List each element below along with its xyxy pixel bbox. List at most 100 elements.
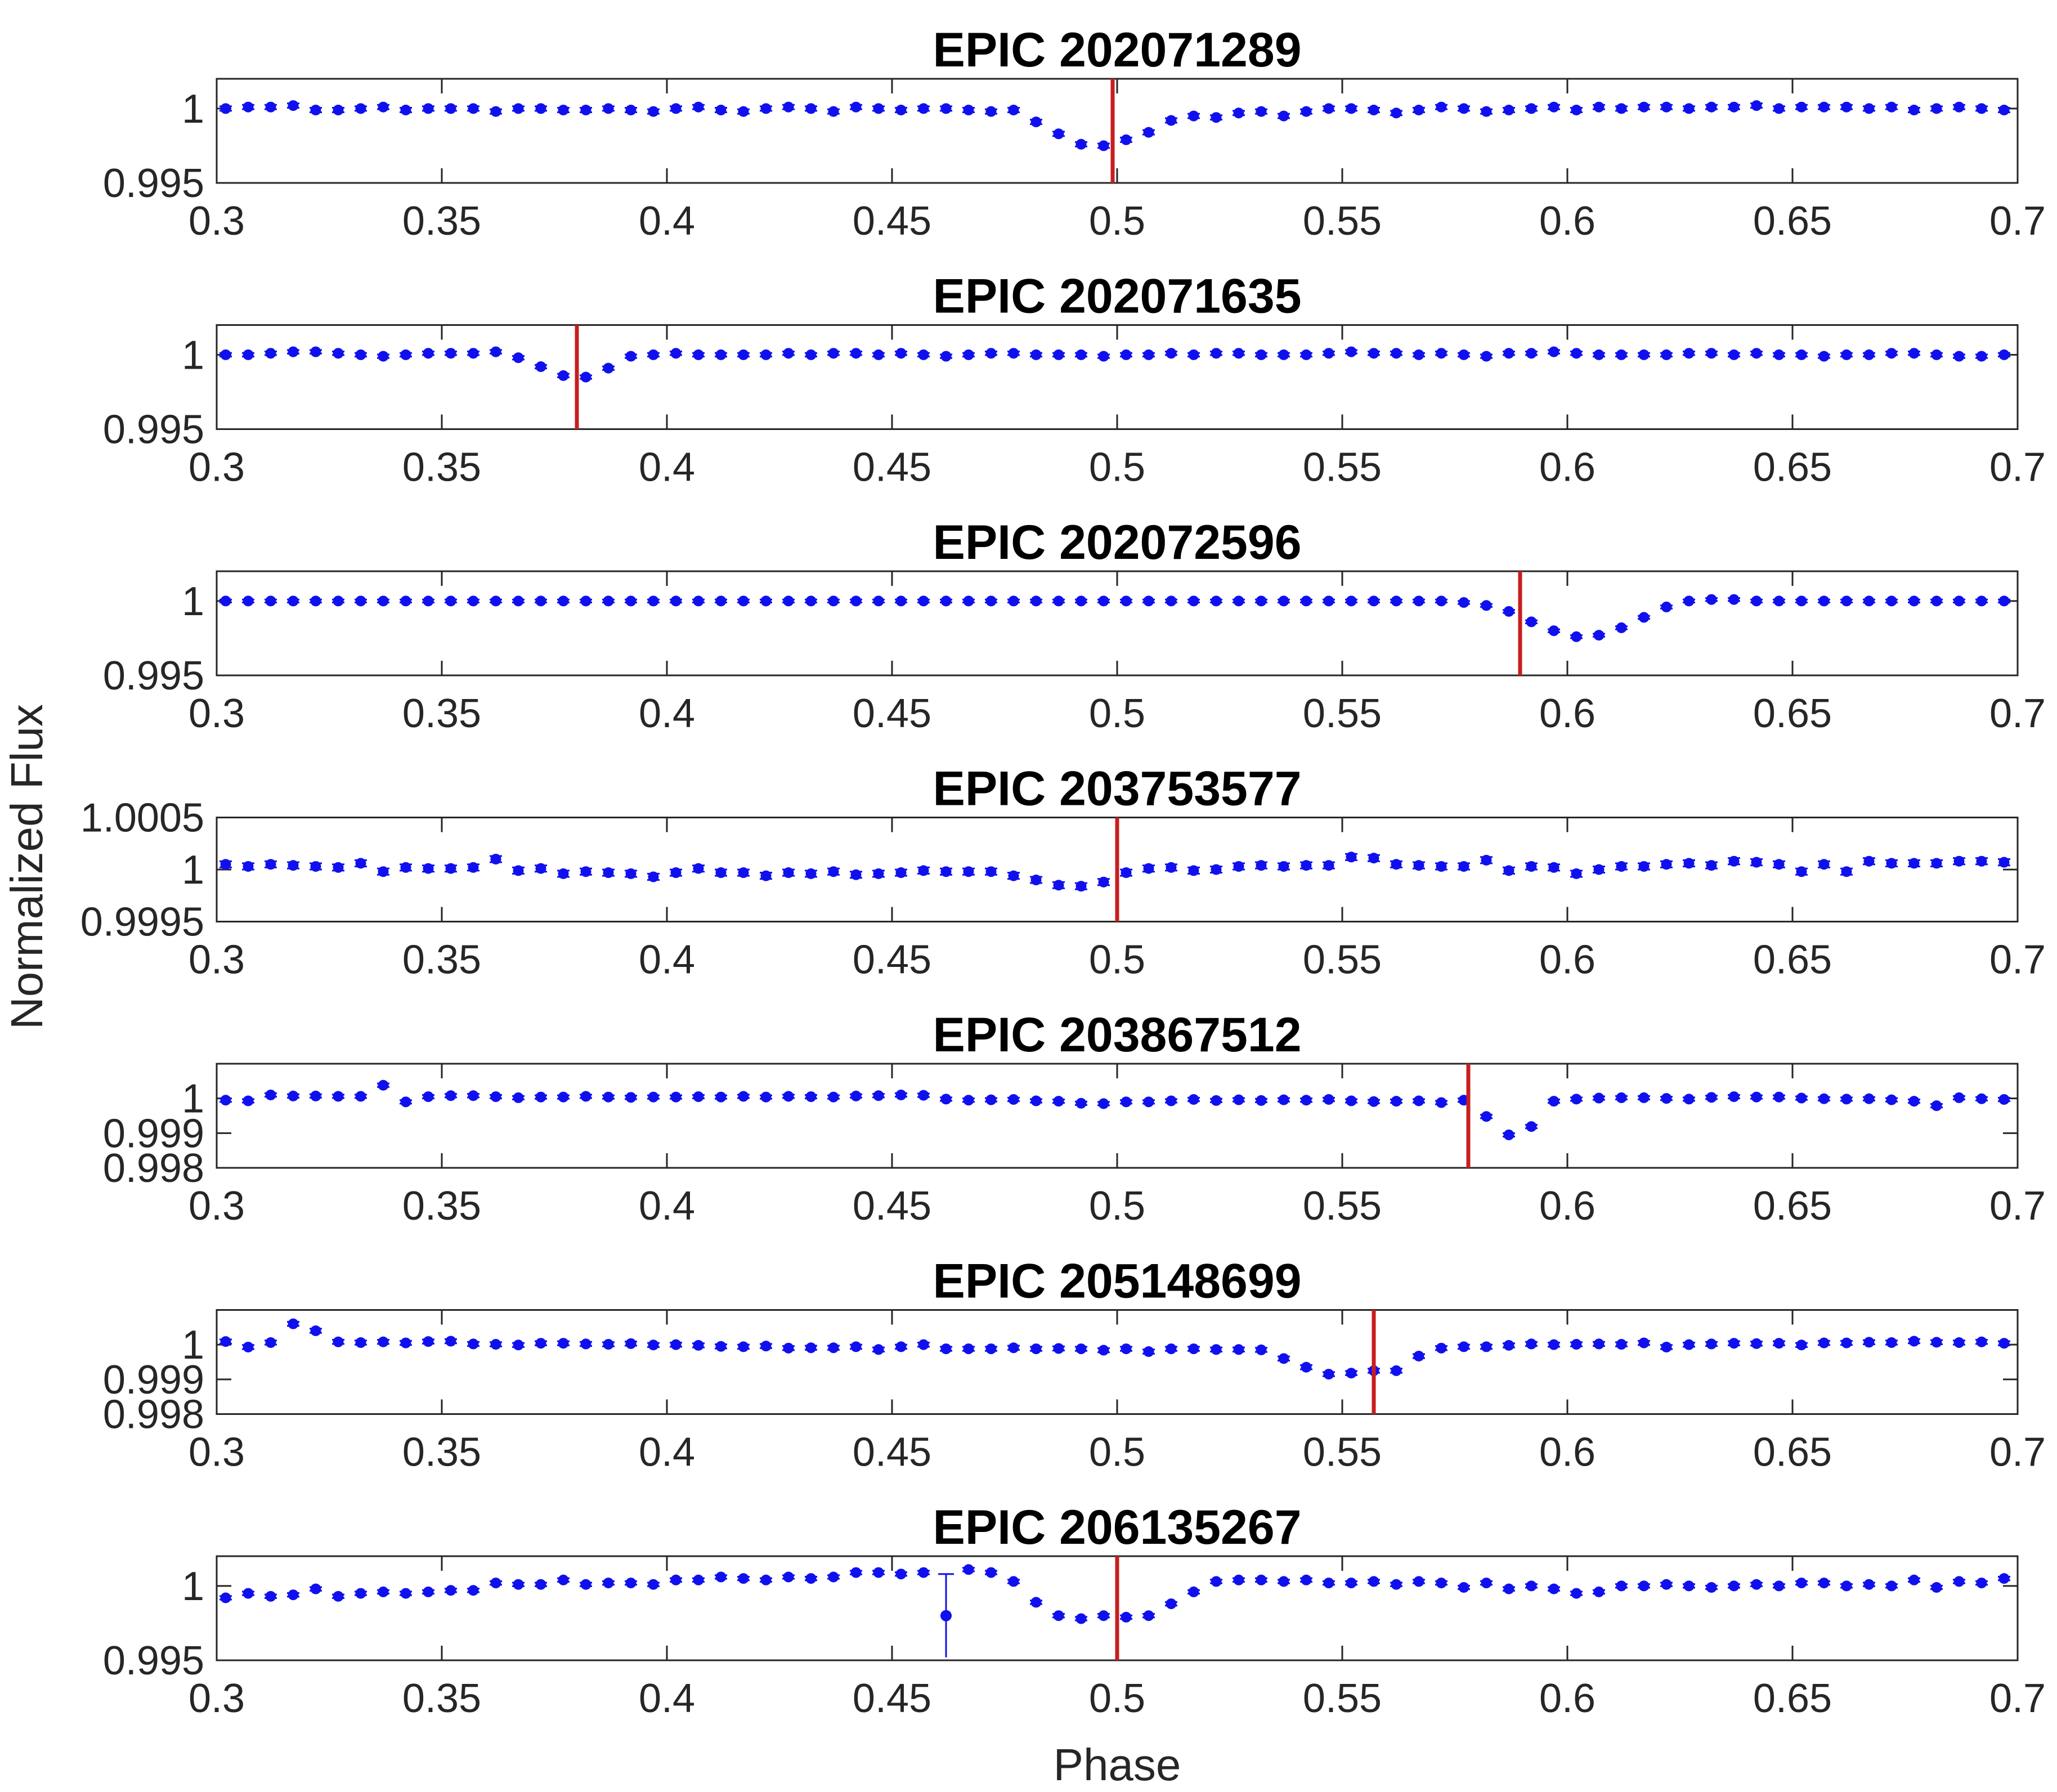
data-point [1301,860,1312,871]
y-tick-label: 0.995 [103,653,204,698]
data-point [1323,1369,1334,1380]
data-point [760,595,772,607]
y-tick-label: 1 [182,1323,204,1368]
y-tick-label: 1 [182,87,204,132]
data-point [1503,105,1514,115]
data-point [1391,1096,1402,1107]
data-point [1841,1094,1852,1105]
x-tick-label: 0.7 [1989,445,2046,490]
data-point [1593,101,1605,113]
data-point [1593,1586,1605,1597]
x-tick-label: 0.55 [1303,938,1382,983]
data-point [1593,630,1605,641]
data-point [535,1338,546,1349]
data-point [1391,859,1402,870]
data-point [1976,103,1987,114]
data-point [423,103,434,114]
data-point [1301,1574,1312,1585]
data-point [513,865,524,876]
data-point [1503,1129,1514,1140]
data-point [1638,101,1650,113]
data-point [1526,861,1537,872]
data-point [310,105,321,115]
data-point [1548,1339,1559,1350]
data-point [355,103,366,114]
data-point [1728,594,1740,605]
data-point [1953,1576,1965,1587]
data-point [985,866,997,877]
data-point [873,103,884,114]
data-point [1075,1343,1087,1355]
data-point [1751,857,1762,868]
data-point [1053,1096,1064,1107]
data-point [1391,595,1402,607]
data-point [985,348,997,359]
data-point [625,105,637,115]
data-point [1863,349,1875,360]
data-point [1323,595,1334,607]
data-point [1976,1336,1987,1347]
data-point [783,1091,794,1102]
data-point [1458,103,1469,114]
data-point [490,1578,501,1589]
data-point [423,348,434,359]
data-point [1368,105,1379,115]
data-point [468,103,479,114]
x-tick-label: 0.45 [853,1184,931,1229]
x-tick-label: 0.35 [402,691,481,736]
data-point [1863,1337,1875,1348]
data-point [715,1341,727,1352]
data-point [1773,595,1785,607]
data-point [895,1569,907,1580]
data-point [603,867,614,879]
data-point [355,595,366,607]
data-point [1683,1094,1695,1105]
x-tick-label: 0.3 [189,1676,245,1721]
data-point [1233,107,1244,119]
data-point [625,1092,637,1103]
data-point [468,862,479,873]
data-point [1075,138,1087,150]
y-tick-label: 0.999 [103,1111,204,1156]
data-point [963,1564,974,1575]
data-point [1436,861,1447,872]
data-point [1121,349,1132,360]
data-point [1818,595,1830,607]
data-point [1773,349,1785,360]
data-point [1278,110,1289,122]
data-point [760,349,772,360]
data-point [828,595,839,607]
x-tick-label: 0.7 [1989,1430,2046,1475]
data-point [1908,1096,1920,1107]
chart-title: EPIC 202071289 [933,23,1301,77]
data-point [738,1341,749,1352]
data-point [355,1337,366,1348]
data-point [378,351,389,362]
data-point [558,595,569,607]
data-point [1526,103,1537,114]
data-point [738,867,749,879]
data-point [1953,1337,1965,1348]
data-point [850,1567,862,1578]
data-point [333,348,344,359]
data-point [1908,858,1920,869]
data-point [333,862,344,873]
data-point [243,1095,254,1106]
y-tick-label: 0.998 [103,1146,204,1191]
x-tick-label: 0.7 [1989,938,2046,983]
chart-panel-7: EPIC 206135267 0.3 0.35 0.4 0.45 0.5 0.55 0.6 0.… [103,1500,2046,1721]
data-point [220,595,231,607]
data-point [580,371,591,383]
data-point [1211,348,1222,359]
data-point [1233,348,1244,359]
data-point [1931,1100,1942,1112]
data-point [1751,595,1762,607]
data-point [1458,1582,1469,1593]
data-point [490,1339,501,1350]
data-point [603,103,614,114]
data-point [783,1571,794,1583]
data-point [1638,1580,1650,1592]
data-point [1211,864,1222,875]
x-tick-label: 0.5 [1089,938,1145,983]
data-point [220,103,231,114]
